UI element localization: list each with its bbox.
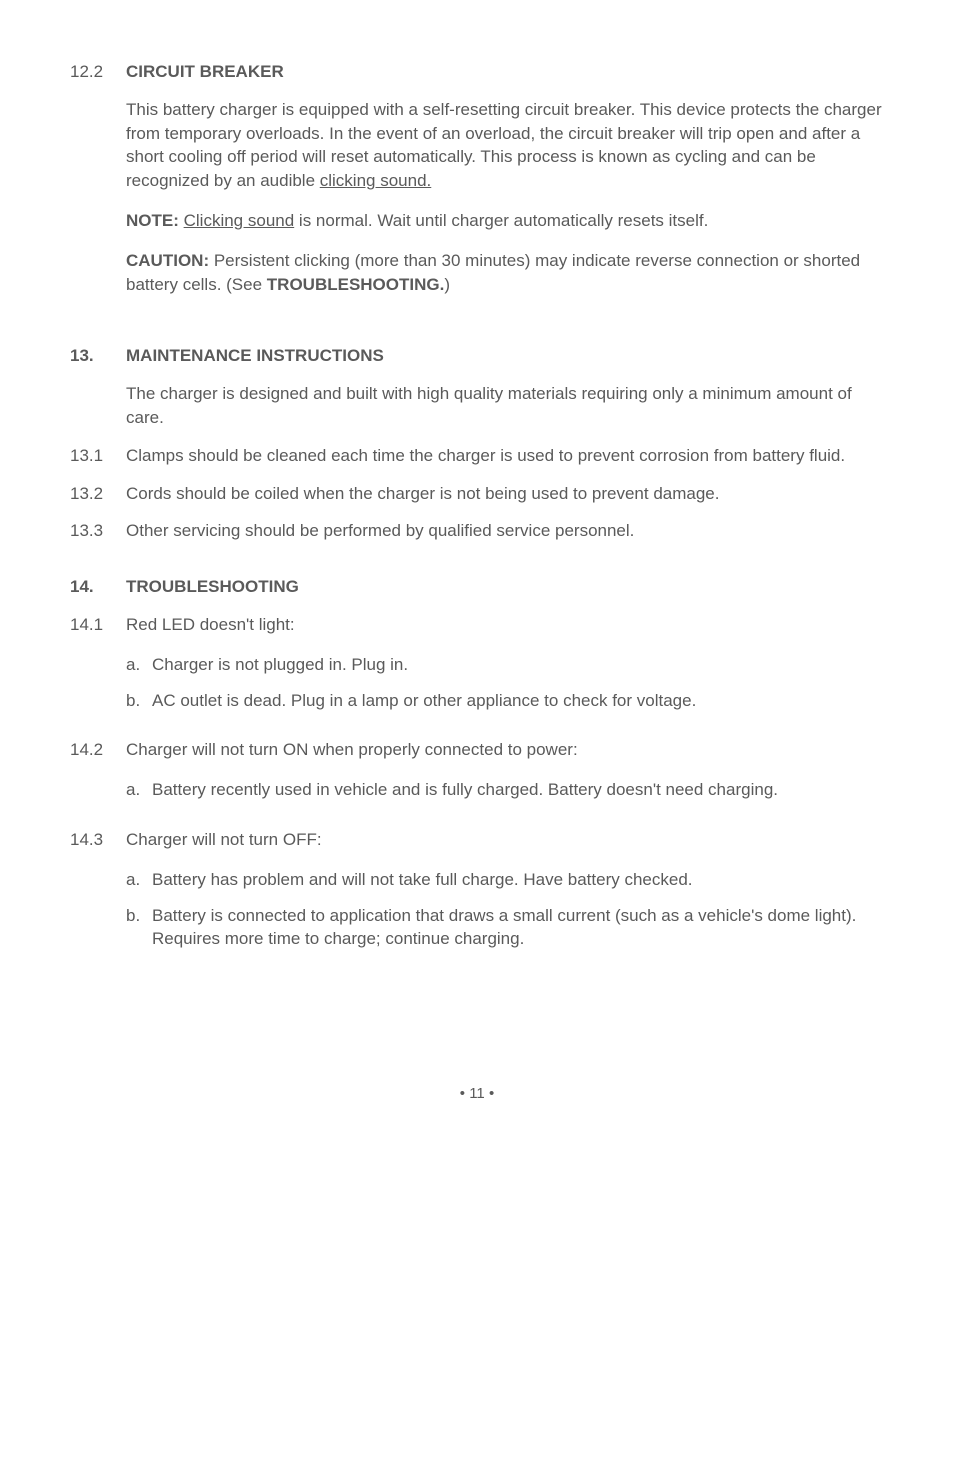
item-14-1: 14.1 Red LED doesn't light: a. Charger i… xyxy=(70,613,884,724)
text: This battery charger is equipped with a … xyxy=(126,100,882,190)
sub-text: Charger is not plugged in. Plug in. xyxy=(152,653,884,677)
page-number: • 11 • xyxy=(70,1083,884,1104)
text: Persistent clicking (more than 30 minute… xyxy=(126,251,860,294)
sub-text: Battery is connected to application that… xyxy=(152,904,884,952)
sub-item-b: b. Battery is connected to application t… xyxy=(126,904,884,952)
note-label: NOTE: xyxy=(126,211,179,230)
item-14-3: 14.3 Charger will not turn OFF: a. Batte… xyxy=(70,828,884,963)
sub-item-a: a. Charger is not plugged in. Plug in. xyxy=(126,653,884,677)
item-number: 14.2 xyxy=(70,738,126,814)
section-number: 14. xyxy=(70,575,126,599)
section-title: TROUBLESHOOTING xyxy=(126,575,884,599)
spacer xyxy=(70,98,126,313)
item-number: 13.3 xyxy=(70,519,126,543)
underlined-text: Clicking sound xyxy=(184,211,295,230)
note-paragraph: NOTE: Clicking sound is normal. Wait unt… xyxy=(126,209,884,233)
underlined-text: clicking sound. xyxy=(320,171,432,190)
sub-letter: b. xyxy=(126,904,152,952)
item-text: Clamps should be cleaned each time the c… xyxy=(126,444,884,468)
sub-letter: a. xyxy=(126,778,152,802)
item-13-1: 13.1 Clamps should be cleaned each time … xyxy=(70,444,884,468)
sub-text: Battery recently used in vehicle and is … xyxy=(152,778,884,802)
paragraph: This battery charger is equipped with a … xyxy=(126,98,884,193)
sub-item-b: b. AC outlet is dead. Plug in a lamp or … xyxy=(126,689,884,713)
item-title: Charger will not turn ON when properly c… xyxy=(126,738,884,762)
caution-paragraph: CAUTION: Persistent clicking (more than … xyxy=(126,249,884,297)
item-content: Red LED doesn't light: a. Charger is not… xyxy=(126,613,884,724)
item-number: 13.2 xyxy=(70,482,126,506)
section-13-header: 13. MAINTENANCE INSTRUCTIONS xyxy=(70,344,884,368)
sub-text: AC outlet is dead. Plug in a lamp or oth… xyxy=(152,689,884,713)
section-13-intro: The charger is designed and built with h… xyxy=(70,382,884,430)
sub-list: a. Battery recently used in vehicle and … xyxy=(126,778,884,802)
item-number: 14.3 xyxy=(70,828,126,963)
sub-item-a: a. Battery recently used in vehicle and … xyxy=(126,778,884,802)
section-12-2-body: This battery charger is equipped with a … xyxy=(70,98,884,313)
text: is normal. Wait until charger automatica… xyxy=(294,211,708,230)
item-number: 14.1 xyxy=(70,613,126,724)
sub-letter: a. xyxy=(126,653,152,677)
sub-item-a: a. Battery has problem and will not take… xyxy=(126,868,884,892)
section-number: 13. xyxy=(70,344,126,368)
sub-letter: a. xyxy=(126,868,152,892)
sub-list: a. Battery has problem and will not take… xyxy=(126,868,884,951)
item-content: Charger will not turn ON when properly c… xyxy=(126,738,884,814)
sub-letter: b. xyxy=(126,689,152,713)
bold-ref: TROUBLESHOOTING. xyxy=(267,275,445,294)
section-14-header: 14. TROUBLESHOOTING xyxy=(70,575,884,599)
caution-label: CAUTION: xyxy=(126,251,209,270)
item-text: Other servicing should be performed by q… xyxy=(126,519,884,543)
section-title: MAINTENANCE INSTRUCTIONS xyxy=(126,344,884,368)
intro-text: The charger is designed and built with h… xyxy=(126,382,884,430)
item-text: Cords should be coiled when the charger … xyxy=(126,482,884,506)
item-title: Red LED doesn't light: xyxy=(126,613,884,637)
section-12-2-header: 12.2 CIRCUIT BREAKER xyxy=(70,60,884,84)
sub-text: Battery has problem and will not take fu… xyxy=(152,868,884,892)
item-number: 13.1 xyxy=(70,444,126,468)
item-title: Charger will not turn OFF: xyxy=(126,828,884,852)
item-13-2: 13.2 Cords should be coiled when the cha… xyxy=(70,482,884,506)
item-13-3: 13.3 Other servicing should be performed… xyxy=(70,519,884,543)
item-14-2: 14.2 Charger will not turn ON when prope… xyxy=(70,738,884,814)
section-content: This battery charger is equipped with a … xyxy=(126,98,884,313)
item-content: Charger will not turn OFF: a. Battery ha… xyxy=(126,828,884,963)
section-number: 12.2 xyxy=(70,60,126,84)
sub-list: a. Charger is not plugged in. Plug in. b… xyxy=(126,653,884,713)
spacer xyxy=(70,382,126,430)
section-title: CIRCUIT BREAKER xyxy=(126,60,884,84)
text: ) xyxy=(444,275,450,294)
